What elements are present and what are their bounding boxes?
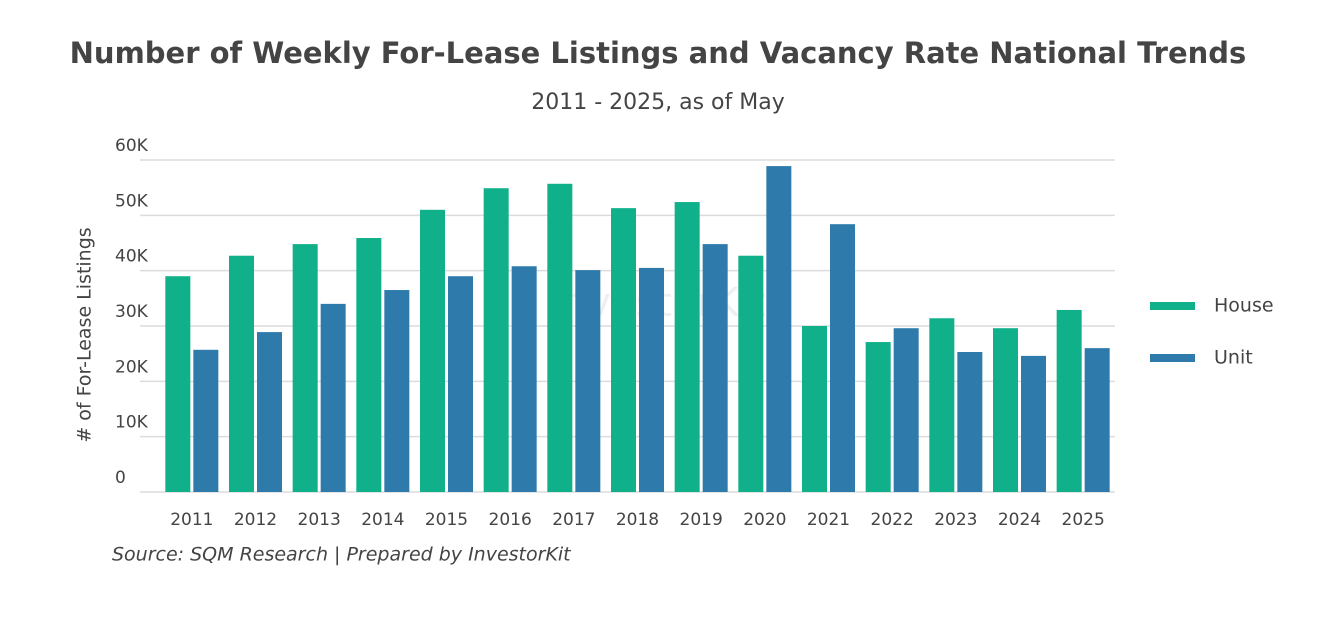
bar <box>193 349 219 492</box>
y-tick-label: 0 <box>115 468 126 488</box>
bar <box>738 255 764 492</box>
bar <box>639 267 664 492</box>
x-tick-label: 2021 <box>807 510 850 530</box>
x-tick-label: 2018 <box>616 510 659 530</box>
legend-label: House <box>1214 295 1274 317</box>
x-tick-label: 2017 <box>552 510 595 530</box>
x-tick-label: 2025 <box>1062 510 1105 530</box>
x-tick-label: 2014 <box>361 510 404 530</box>
bar <box>674 202 700 492</box>
bar <box>893 328 919 492</box>
legend-swatch <box>1150 354 1195 362</box>
x-tick-label: 2012 <box>234 510 277 530</box>
y-tick-label: 30K <box>115 302 149 322</box>
y-tick-label: 60K <box>115 136 149 156</box>
legend-swatch <box>1150 302 1195 310</box>
bar <box>1084 348 1110 492</box>
bar <box>1021 355 1046 492</box>
bar <box>1056 309 1082 492</box>
bar <box>865 342 891 492</box>
bar <box>257 332 282 492</box>
bar <box>448 276 473 492</box>
bar <box>993 328 1018 492</box>
x-tick-label: 2020 <box>743 510 786 530</box>
x-tick-label: 2022 <box>871 510 914 530</box>
bar <box>830 224 855 493</box>
bar <box>766 166 792 492</box>
bar <box>511 266 537 492</box>
y-tick-label: 20K <box>115 357 149 377</box>
bar <box>384 290 410 492</box>
y-tick-label: 10K <box>115 413 149 433</box>
bar <box>957 352 983 492</box>
bar <box>229 255 254 492</box>
legend-label: Unit <box>1214 347 1253 369</box>
y-axis-title: # of For-Lease Listings <box>74 227 96 442</box>
x-tick-label: 2023 <box>934 510 977 530</box>
bar <box>611 208 636 492</box>
chart-title: Number of Weekly For-Lease Listings and … <box>70 36 1247 70</box>
bar <box>547 183 573 492</box>
bar <box>702 244 728 492</box>
bar <box>292 244 318 492</box>
x-tick-label: 2019 <box>680 510 723 530</box>
bar <box>802 326 827 492</box>
source-note: Source: SQM Research | Prepared by Inves… <box>112 544 572 566</box>
bar <box>320 303 346 492</box>
x-tick-label: 2016 <box>489 510 532 530</box>
bar <box>929 318 955 492</box>
x-tick-label: 2011 <box>170 510 213 530</box>
x-tick-label: 2013 <box>298 510 341 530</box>
bar <box>483 188 509 492</box>
bar <box>165 276 191 492</box>
x-tick-label: 2015 <box>425 510 468 530</box>
chart-subtitle: 2011 - 2025, as of May <box>531 90 785 115</box>
x-tick-label: 2024 <box>998 510 1041 530</box>
bar <box>356 238 382 492</box>
y-tick-label: 40K <box>115 247 149 267</box>
bar <box>420 209 445 493</box>
bar <box>575 270 601 492</box>
y-tick-label: 50K <box>115 191 149 211</box>
